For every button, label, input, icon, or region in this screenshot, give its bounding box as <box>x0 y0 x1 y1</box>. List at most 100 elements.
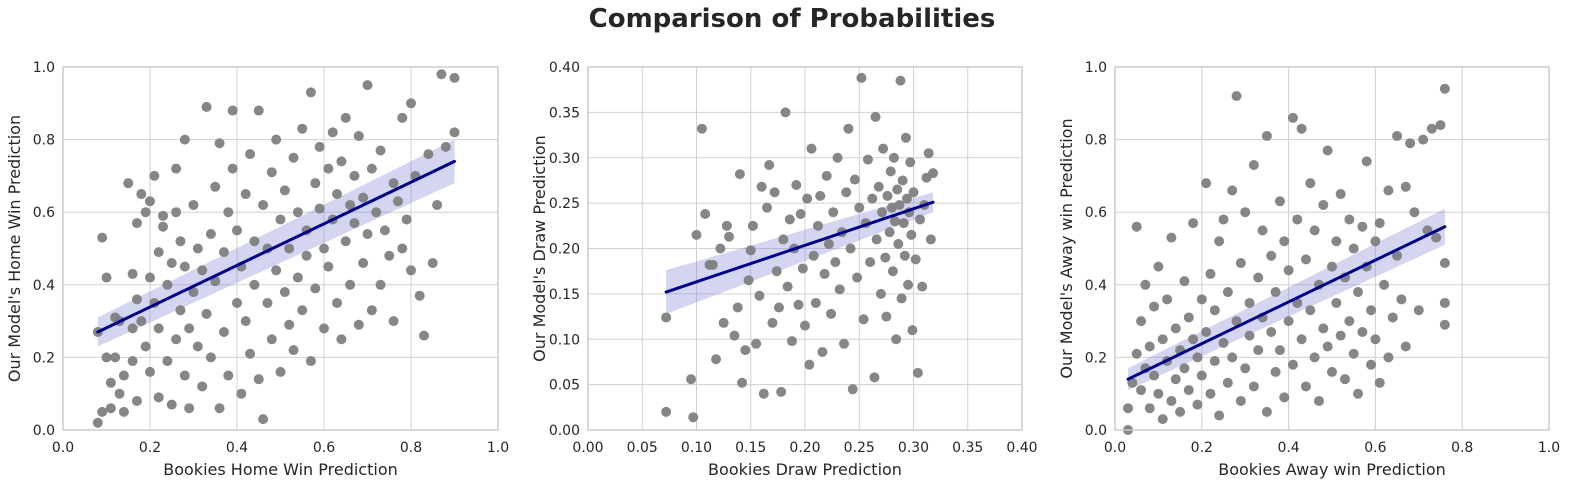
x-tick-label: 0.40 <box>1006 440 1037 456</box>
data-point <box>1309 225 1320 236</box>
x-tick-label: 0.4 <box>1277 440 1299 456</box>
y-tick-label: 0.35 <box>549 105 580 121</box>
data-point <box>892 184 903 195</box>
data-point <box>323 163 334 174</box>
data-point <box>751 338 762 349</box>
data-point <box>227 163 238 174</box>
data-point <box>1179 363 1190 374</box>
data-point <box>754 290 765 301</box>
data-point <box>1392 250 1403 261</box>
data-point <box>1149 301 1160 312</box>
plot-frame <box>587 66 1023 431</box>
data-point <box>813 220 824 231</box>
data-point <box>885 166 896 177</box>
data-point <box>1435 120 1446 131</box>
data-point <box>1296 334 1307 345</box>
data-point <box>236 388 247 399</box>
data-point <box>915 214 926 225</box>
data-point <box>1235 395 1246 406</box>
data-point <box>179 261 190 272</box>
data-point <box>1196 370 1207 381</box>
data-point <box>887 266 898 277</box>
data-point <box>1227 352 1238 363</box>
data-point <box>1361 156 1372 167</box>
data-point <box>1170 323 1181 334</box>
data-point <box>232 225 242 236</box>
data-point <box>188 287 199 298</box>
y-tick-label: 0.00 <box>549 423 580 439</box>
data-point <box>1214 236 1225 247</box>
data-point <box>127 268 138 279</box>
y-tick-label: 0.4 <box>1085 278 1107 294</box>
data-point <box>184 323 195 334</box>
data-point <box>769 187 780 198</box>
data-point <box>1244 330 1255 341</box>
data-point <box>1405 138 1416 149</box>
data-point <box>388 316 399 327</box>
data-point <box>1261 130 1272 141</box>
data-point <box>740 345 751 356</box>
x-tick-label: 0.00 <box>572 440 603 456</box>
data-point <box>808 250 819 261</box>
data-point <box>153 247 164 258</box>
data-point <box>1439 83 1450 94</box>
data-point <box>747 220 758 231</box>
data-point <box>275 214 286 225</box>
data-point <box>332 189 343 200</box>
x-tick-label: 0.0 <box>1104 440 1126 456</box>
data-point <box>118 406 129 417</box>
confidence-band <box>1128 208 1445 391</box>
data-point <box>1400 181 1411 192</box>
data-point <box>823 238 834 249</box>
data-point <box>1196 294 1207 305</box>
data-point <box>1387 312 1398 323</box>
data-point <box>1318 323 1329 334</box>
data-point <box>1379 279 1390 290</box>
data-point <box>852 272 863 283</box>
data-point <box>686 374 697 385</box>
data-point <box>279 287 290 298</box>
data-point <box>218 247 229 258</box>
data-point <box>105 377 116 388</box>
data-point <box>732 302 743 313</box>
x-tick-label: 0.8 <box>1451 440 1473 456</box>
data-point <box>175 305 186 316</box>
data-point <box>1322 341 1333 352</box>
data-point <box>375 279 386 290</box>
data-point <box>336 334 347 345</box>
data-point <box>873 181 884 192</box>
data-point <box>310 178 321 189</box>
data-point <box>319 243 329 254</box>
data-point <box>131 294 142 305</box>
data-point <box>101 272 112 283</box>
data-point <box>908 187 919 198</box>
data-point <box>1313 395 1324 406</box>
data-point <box>449 127 460 138</box>
data-point <box>907 325 918 336</box>
data-point <box>1214 410 1225 421</box>
data-point <box>179 370 190 381</box>
y-tick-label: 1.0 <box>1085 60 1107 76</box>
data-point <box>301 250 312 261</box>
data-point <box>1335 330 1346 341</box>
data-point <box>97 406 108 417</box>
data-point <box>345 279 356 290</box>
x-axis-label: Bookies Away win Prediction <box>1218 460 1446 479</box>
data-point <box>166 399 177 410</box>
data-point <box>828 207 839 218</box>
data-point <box>401 214 412 225</box>
data-point <box>349 170 360 181</box>
data-point <box>891 334 902 345</box>
data-point <box>345 199 356 210</box>
data-point <box>1123 403 1134 414</box>
data-point <box>1383 352 1394 363</box>
data-point <box>427 258 438 269</box>
data-point <box>366 305 377 316</box>
data-point <box>449 72 460 83</box>
data-point <box>1205 388 1216 399</box>
data-point <box>171 207 182 218</box>
data-point <box>214 138 225 149</box>
data-point <box>218 326 229 337</box>
y-tick-label: 0.2 <box>33 350 55 366</box>
data-point <box>1374 218 1385 229</box>
